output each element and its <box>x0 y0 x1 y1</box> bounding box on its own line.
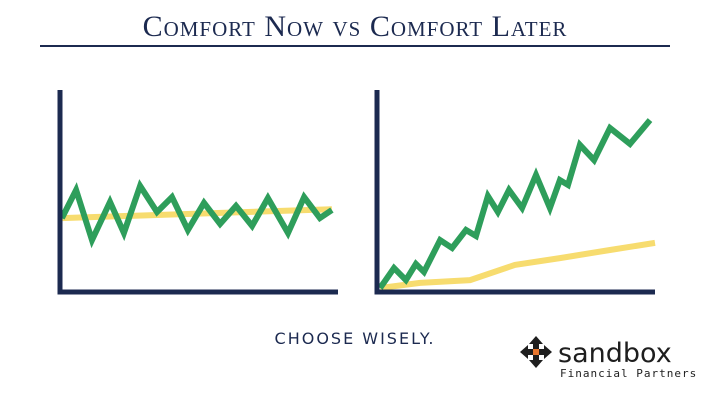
data-line <box>379 239 656 291</box>
logo-icon <box>520 336 552 368</box>
data-line <box>59 179 334 249</box>
logo-name: sandbox <box>558 338 672 369</box>
data-line <box>377 118 653 290</box>
caption: CHOOSE WISELY. <box>275 329 436 348</box>
title: Comfort Now vs Comfort Later <box>143 10 568 43</box>
axes <box>57 90 338 295</box>
axes <box>374 90 655 295</box>
logo-tagline: Financial Partners <box>560 367 697 380</box>
